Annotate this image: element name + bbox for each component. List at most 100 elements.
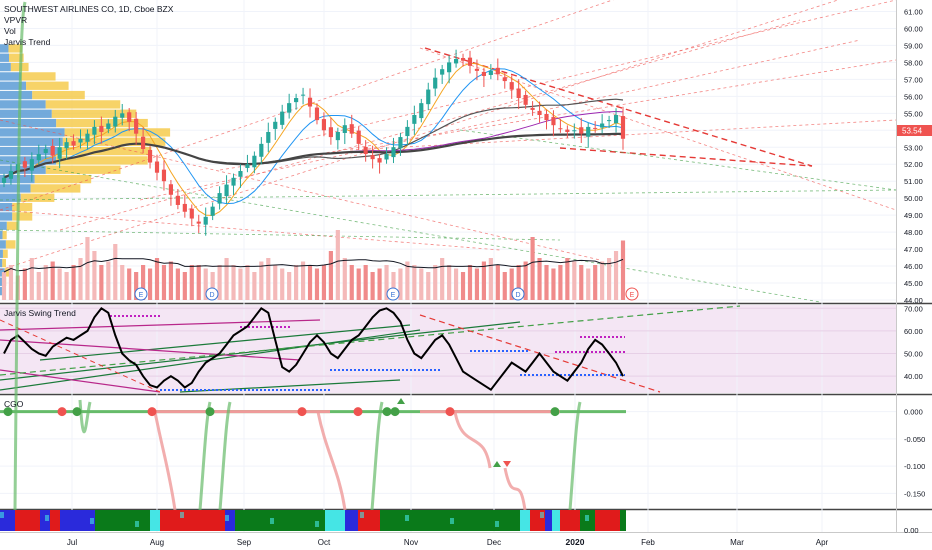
cgo-signal-dot [297, 407, 307, 417]
candle-body [481, 71, 486, 76]
last-price-label: 53.54 [902, 127, 923, 136]
candle-body [307, 97, 313, 107]
vpvr-bar-down [0, 118, 57, 128]
candle-body [106, 123, 111, 129]
price-tick-label: 50.00 [904, 194, 923, 203]
vpvr-bar-up [30, 184, 81, 193]
volume-bar [161, 265, 167, 300]
candle-body [196, 221, 201, 224]
price-tick-label: 48.00 [904, 228, 923, 237]
price-tick-label: 52.00 [904, 160, 923, 169]
cgo-signal-dot [382, 407, 392, 417]
candle-body [544, 113, 549, 121]
candle-body [71, 141, 76, 146]
vpvr-bar-down [0, 286, 3, 296]
volume-bar [245, 265, 250, 300]
candle-body [495, 67, 500, 75]
heatmap-segment [545, 510, 552, 531]
volume-bar [363, 265, 368, 300]
volume-bar [259, 261, 264, 300]
volume-bar [280, 268, 285, 300]
vpvr-bar-up [32, 90, 85, 100]
candle-body [363, 146, 368, 155]
vpvr-bar-down [0, 44, 9, 53]
time-tick-label: Apr [816, 538, 829, 547]
vpvr-bar-down [0, 258, 3, 268]
candle-body [572, 130, 577, 132]
trend-line [59, 19, 801, 231]
vpvr-bar-up [2, 258, 6, 268]
time-tick-label: Oct [318, 538, 331, 547]
candle-body [356, 130, 361, 144]
vpvr-bar-up [2, 230, 7, 240]
earnings-marker-label: D [209, 292, 214, 299]
time-tick-label: Sep [237, 538, 252, 547]
volume-bar [210, 272, 215, 300]
volume-bar [300, 261, 306, 300]
volume-bar [523, 261, 528, 300]
candle-body [134, 118, 139, 134]
vpvr-bar-up [8, 53, 24, 62]
cgo-spike-curve [78, 399, 92, 434]
volume-bar [71, 265, 76, 300]
symbol-title: SOUTHWEST AIRLINES CO, 1D, Cboe BZX [4, 4, 174, 14]
heatmap-spot [90, 518, 94, 524]
jarvis-tick-label: 70.00 [904, 304, 923, 313]
volume-bar [85, 237, 90, 300]
trend-line [299, 0, 896, 141]
volume-bar [433, 265, 438, 300]
heatmap-spot [450, 518, 454, 524]
vpvr-bar-down [0, 146, 58, 156]
volume-bar [273, 265, 278, 300]
vpvr-bar-down [0, 109, 52, 118]
price-tick-label: 46.00 [904, 262, 923, 271]
swing-trend-line [419, 314, 661, 393]
volume-bar [412, 265, 417, 300]
candle-body [398, 137, 403, 149]
candle-body [8, 171, 14, 179]
earnings-marker [511, 287, 525, 301]
volume-bar [579, 265, 584, 300]
price-axis[interactable]: 61.0060.0059.0058.0057.0056.0055.0054.00… [904, 7, 925, 535]
candle-body [57, 147, 62, 159]
volume-bar [460, 272, 466, 300]
earnings-marker-label: E [391, 292, 396, 299]
time-axis[interactable]: Jul Aug Sep Oct Nov Dec 2020 Feb Mar Apr [67, 537, 829, 547]
vpvr-bar-down [0, 53, 9, 62]
candle-body [509, 82, 514, 90]
candle-body [224, 184, 229, 197]
moving-average-line [3, 68, 624, 205]
candle-body [154, 161, 160, 173]
volume-bar [92, 251, 97, 300]
swing-trend-series-line [3, 306, 624, 392]
volume-bar [419, 268, 424, 300]
vpvr-bar-down [0, 90, 33, 100]
volume-bar [29, 258, 34, 300]
cgo-indicator [0, 1, 626, 511]
indicator-vol[interactable]: Vol [4, 26, 16, 36]
earnings-marker [134, 287, 148, 301]
indicator-jarvis[interactable]: Jarvis Trend [4, 37, 51, 47]
candle-body [245, 164, 250, 168]
volume-bar [342, 258, 347, 300]
volume-bar [43, 265, 48, 300]
earnings-marker-label: D [515, 292, 520, 299]
candle-body [231, 177, 236, 186]
cgo-signal-dot [353, 407, 363, 417]
vpvr-bar-up [56, 118, 148, 128]
candle-body [294, 98, 299, 103]
jarvis-swing-trend [0, 305, 741, 393]
volume-bar [8, 265, 14, 300]
vpvr-bar-up [6, 221, 19, 230]
time-tick-label: Nov [404, 538, 418, 547]
candle-body [161, 169, 167, 182]
earnings-marker [625, 287, 639, 301]
candle-body [259, 143, 264, 157]
volume-bar [294, 265, 299, 300]
price-tick-label: 53.00 [904, 143, 923, 152]
indicator-vpvr[interactable]: VPVR [4, 15, 27, 25]
jarvis-pane[interactable] [0, 305, 896, 393]
vpvr-bar-down [0, 72, 22, 81]
volume-bar [106, 261, 111, 300]
